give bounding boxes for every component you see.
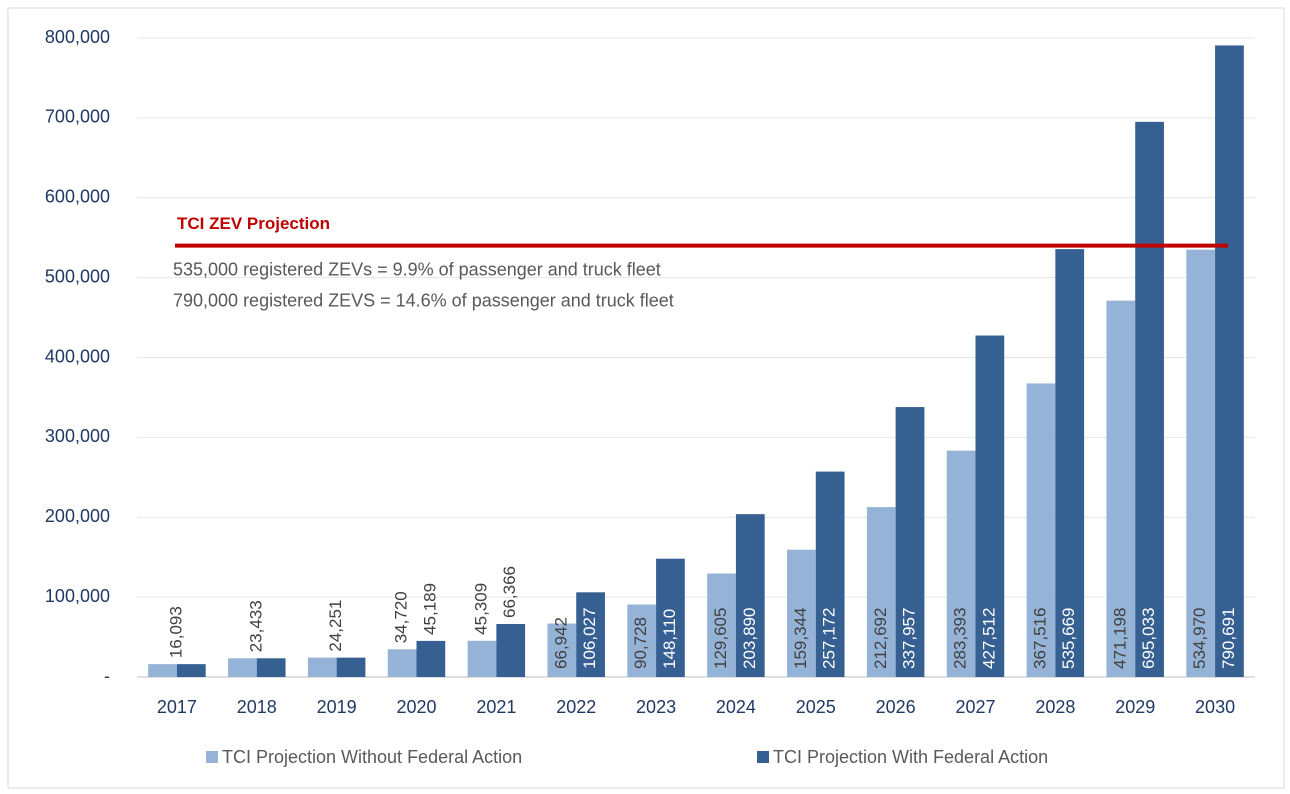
data-label: 367,516 <box>1030 608 1049 669</box>
bar <box>1215 45 1244 678</box>
x-tick-label: 2020 <box>396 697 436 717</box>
data-label: 212,692 <box>871 608 890 669</box>
data-label: 24,251 <box>326 600 345 652</box>
x-tick-label: 2026 <box>876 697 916 717</box>
annotation: 790,000 registered ZEVS = 14.6% of passe… <box>173 290 674 310</box>
bar <box>1106 300 1136 677</box>
data-label: 66,366 <box>500 566 519 618</box>
data-label: 23,433 <box>246 600 265 652</box>
bar <box>467 640 497 677</box>
data-label: 45,309 <box>471 583 490 635</box>
legend-label: TCI Projection With Federal Action <box>773 747 1048 767</box>
bar <box>707 573 736 677</box>
x-tick-label: 2019 <box>317 697 357 717</box>
bar <box>176 664 206 677</box>
x-tick-label: 2030 <box>1195 697 1235 717</box>
x-tick-label: 2017 <box>157 697 197 717</box>
bar <box>228 658 257 677</box>
legend-swatch <box>757 751 769 763</box>
y-tick-label: - <box>104 666 110 686</box>
bar <box>256 658 286 677</box>
bar <box>815 471 845 677</box>
bar <box>148 664 177 677</box>
bar <box>1055 249 1085 677</box>
annotation: 535,000 registered ZEVs = 9.9% of passen… <box>173 259 661 279</box>
data-label: 695,033 <box>1139 608 1158 669</box>
bar <box>1026 383 1056 677</box>
data-label: 427,512 <box>979 608 998 669</box>
x-tick-label: 2018 <box>237 697 277 717</box>
bar <box>496 623 526 677</box>
data-label: 106,027 <box>580 608 599 669</box>
y-tick-label: 600,000 <box>45 187 110 207</box>
y-tick-label: 800,000 <box>45 27 110 47</box>
x-tick-label: 2028 <box>1035 697 1075 717</box>
data-label: 337,957 <box>900 608 919 669</box>
legend-label: TCI Projection Without Federal Action <box>222 747 522 767</box>
bar <box>336 657 366 677</box>
y-tick-label: 300,000 <box>45 426 110 446</box>
data-label: 129,605 <box>711 608 730 669</box>
bar <box>627 604 657 677</box>
x-tick-label: 2021 <box>476 697 516 717</box>
bar <box>975 335 1005 677</box>
data-label: 203,890 <box>740 608 759 669</box>
bar <box>946 450 976 677</box>
bar <box>1186 249 1216 677</box>
data-label: 45,189 <box>420 583 439 635</box>
x-tick-label: 2022 <box>556 697 596 717</box>
bar <box>866 507 896 677</box>
data-label: 471,198 <box>1110 608 1129 669</box>
y-tick-label: 500,000 <box>45 266 110 286</box>
bar <box>387 649 417 677</box>
data-label: 90,728 <box>631 617 650 669</box>
y-tick-label: 400,000 <box>45 346 110 366</box>
bar <box>895 407 925 677</box>
data-label: 535,669 <box>1059 608 1078 669</box>
x-tick-label: 2029 <box>1115 697 1155 717</box>
bar <box>547 623 577 677</box>
bar <box>416 640 446 677</box>
y-tick-label: 200,000 <box>45 506 110 526</box>
y-tick-label: 700,000 <box>45 107 110 127</box>
x-tick-label: 2023 <box>636 697 676 717</box>
reference-label: TCI ZEV Projection <box>177 214 330 233</box>
x-tick-label: 2025 <box>796 697 836 717</box>
y-tick-label: 100,000 <box>45 586 110 606</box>
data-label: 534,970 <box>1190 608 1209 669</box>
data-label: 283,393 <box>951 608 970 669</box>
x-tick-label: 2024 <box>716 697 756 717</box>
data-label: 34,720 <box>392 591 411 643</box>
bar <box>656 558 685 677</box>
data-label: 257,172 <box>820 608 839 669</box>
bar <box>307 657 337 677</box>
bar <box>787 549 816 677</box>
data-label: 159,344 <box>791 608 810 669</box>
data-label: 16,093 <box>166 606 185 658</box>
x-tick-label: 2027 <box>955 697 995 717</box>
chart-border <box>7 7 1285 789</box>
data-label: 790,691 <box>1219 608 1238 669</box>
data-label: 66,942 <box>551 617 570 669</box>
data-label: 148,110 <box>660 609 679 669</box>
bar <box>576 592 605 677</box>
bar <box>735 514 765 677</box>
bar <box>1135 121 1164 677</box>
legend-swatch <box>206 751 218 763</box>
